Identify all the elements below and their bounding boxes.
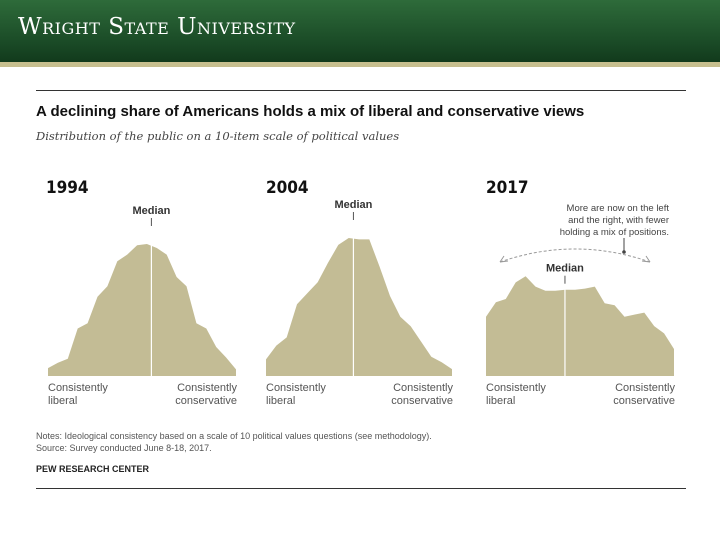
source-organization: PEW RESEARCH CENTER <box>36 464 150 474</box>
left-axis-label: Consistently <box>48 382 108 394</box>
annotation-text: More are now on the left <box>567 203 670 214</box>
annotation-arc <box>499 248 651 263</box>
left-axis-label: liberal <box>48 395 77 407</box>
median-label: Median <box>132 205 170 217</box>
left-axis-label: Consistently <box>486 382 546 394</box>
right-axis-label: Consistently <box>177 382 237 394</box>
top-rule <box>36 90 686 91</box>
annotation-arrow-left <box>499 255 509 263</box>
right-axis-label: Consistently <box>393 382 453 394</box>
banner-stripe <box>0 62 720 67</box>
panel-title: 1994 <box>46 178 89 198</box>
right-axis-label: Consistently <box>615 382 675 394</box>
median-label: Median <box>334 199 372 211</box>
chart-subtitle: Distribution of the public on a 10-item … <box>36 129 400 143</box>
right-axis-label: conservative <box>391 395 453 407</box>
annotation-pointer-dot <box>622 250 626 254</box>
notes: Notes: Ideological consistency based on … <box>36 430 432 454</box>
notes-line: Notes: Ideological consistency based on … <box>36 431 432 441</box>
right-axis-label: conservative <box>175 395 237 407</box>
distribution-area-1994 <box>48 244 236 376</box>
left-axis-label: liberal <box>486 395 515 407</box>
left-axis-label: Consistently <box>266 382 326 394</box>
chart-title: A declining share of Americans holds a m… <box>36 103 585 120</box>
university-name: Wright State University <box>18 14 296 40</box>
left-axis-label: liberal <box>266 395 295 407</box>
bottom-rule <box>36 488 686 489</box>
right-axis-label: conservative <box>613 395 675 407</box>
panel-title: 2004 <box>266 178 309 198</box>
annotation-text: and the right, with fewer <box>568 215 669 226</box>
panel-title: 2017 <box>486 178 529 198</box>
distribution-area-2004 <box>266 238 452 376</box>
median-label: Median <box>546 263 584 275</box>
distribution-area-2017 <box>486 276 674 376</box>
university-banner: Wright State University <box>0 0 720 62</box>
source-line: Source: Survey conducted June 8-18, 2017… <box>36 443 212 453</box>
annotation-arrow-right <box>641 255 651 263</box>
annotation-text: holding a mix of positions. <box>560 227 669 238</box>
